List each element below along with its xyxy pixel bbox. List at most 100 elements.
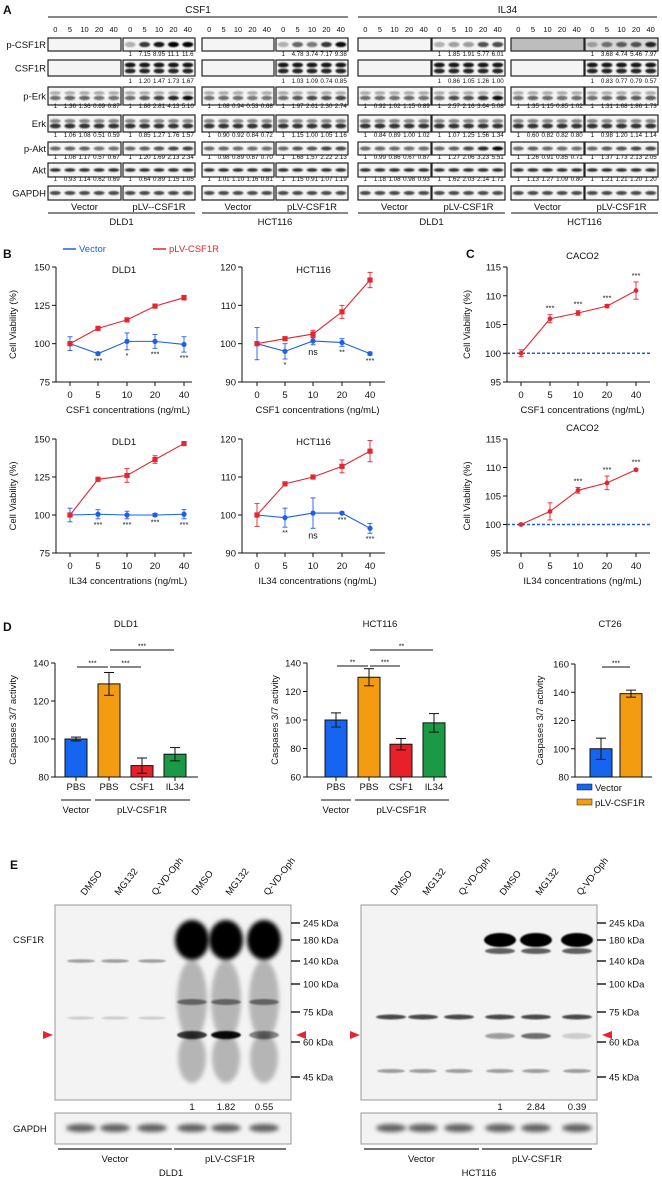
blot-band	[246, 168, 258, 172]
blot-band	[556, 119, 568, 123]
blot-band	[601, 191, 613, 195]
blot-band	[645, 123, 657, 129]
blot-box	[510, 37, 585, 52]
data-point	[124, 338, 130, 344]
blot-band	[335, 68, 347, 74]
quant-value: 0.80	[571, 176, 584, 183]
blot-band	[445, 1069, 473, 1073]
significance-mark: ***	[612, 661, 620, 668]
x-tick-label: 0	[254, 390, 259, 401]
data-point	[181, 511, 187, 517]
blot-band	[261, 191, 273, 195]
marker-label: 245 kDa	[303, 919, 339, 930]
blot-band	[78, 95, 91, 101]
blot-band	[139, 41, 151, 48]
quant-value: 1.73	[167, 78, 180, 85]
x-tick-label: 10	[308, 390, 319, 401]
quant-value: 1	[364, 103, 368, 110]
group-label: Vector	[408, 1154, 435, 1165]
marker-label: 140 kDa	[609, 957, 645, 968]
blot-band	[139, 119, 151, 123]
blot-band	[218, 119, 230, 123]
blot-band	[586, 146, 598, 151]
x-category-label: PBS	[326, 782, 345, 793]
quant-value: 4.78	[292, 51, 305, 58]
quant-value: 1	[591, 176, 595, 183]
quant-value: 1	[128, 78, 132, 85]
dose-label: 40	[420, 25, 428, 34]
lane-label: DMSO	[389, 869, 415, 898]
blot-band	[571, 119, 583, 123]
marker-label: 75 kDa	[609, 1008, 640, 1019]
blot-band	[203, 119, 215, 123]
blot-band	[388, 91, 401, 95]
quant-value: 0.82	[541, 132, 554, 139]
blot-band	[462, 191, 475, 195]
blot-band	[203, 191, 215, 195]
blot-band	[277, 168, 289, 172]
quant-value: 0.92	[374, 103, 387, 110]
y-tick-label: 75	[39, 378, 50, 389]
blot-band	[232, 123, 244, 129]
blot-band	[586, 95, 598, 101]
dose-label: 10	[155, 25, 163, 34]
blot-band	[374, 91, 386, 95]
blot-band	[93, 119, 105, 123]
blot-band	[615, 119, 628, 123]
data-point	[604, 303, 610, 309]
dose-label: 20	[632, 25, 640, 34]
blot-band	[527, 119, 539, 123]
blot-band	[320, 191, 332, 195]
blot-band	[374, 95, 386, 101]
quant-value: 1.26	[527, 154, 540, 161]
arrowhead-left-icon	[43, 1031, 53, 1039]
bar	[619, 693, 643, 778]
blot-band	[571, 191, 583, 195]
blot-band	[448, 41, 460, 48]
y-tick-label: 110	[486, 463, 501, 474]
x-category-label: PBS	[66, 782, 85, 793]
quant-value: 1	[364, 176, 368, 183]
ligand-header: CSF1	[185, 5, 211, 16]
blot-band	[448, 62, 460, 68]
blot-band	[403, 95, 415, 101]
blot-smear	[250, 1033, 278, 1083]
quant-value: 1.09	[556, 176, 569, 183]
quant-value: 0.85	[139, 132, 152, 139]
significance-mark: *	[126, 351, 129, 360]
chart-title: HCT116	[363, 619, 398, 630]
blot-band	[64, 123, 76, 129]
blot-band	[182, 68, 194, 74]
blot-box	[201, 114, 275, 133]
data-point	[282, 348, 288, 354]
blot-band	[512, 95, 524, 101]
dose-label: 10	[390, 25, 398, 34]
blot-band	[601, 95, 613, 101]
blot-band	[477, 191, 489, 195]
blot-band	[563, 1069, 591, 1073]
quant-value: 0.39	[568, 1102, 587, 1113]
blot-band	[153, 191, 165, 195]
data-point	[633, 288, 639, 293]
blot-band	[630, 62, 642, 68]
data-point	[181, 440, 187, 447]
blot-band	[203, 91, 215, 95]
blot-band	[124, 95, 136, 101]
quant-value: 1.97	[292, 103, 305, 110]
y-tick-label: 150	[34, 263, 50, 274]
blot-band	[306, 146, 318, 151]
blot-band	[211, 999, 241, 1005]
cell-line-label: HCT116	[462, 1168, 497, 1177]
blot-band	[153, 119, 165, 123]
quant-value: 8.95	[153, 51, 166, 58]
significance-mark: ***	[381, 660, 389, 667]
dose-label: 40	[494, 25, 502, 34]
dose-label: 20	[322, 25, 330, 34]
blot-band	[108, 191, 120, 195]
quant-value: 1.34	[492, 132, 505, 139]
blot-box	[431, 59, 506, 77]
blot-band	[78, 191, 91, 195]
blot-band	[615, 123, 628, 129]
quant-value: 1.76	[167, 132, 180, 139]
quant-value: 1.27	[541, 176, 554, 183]
